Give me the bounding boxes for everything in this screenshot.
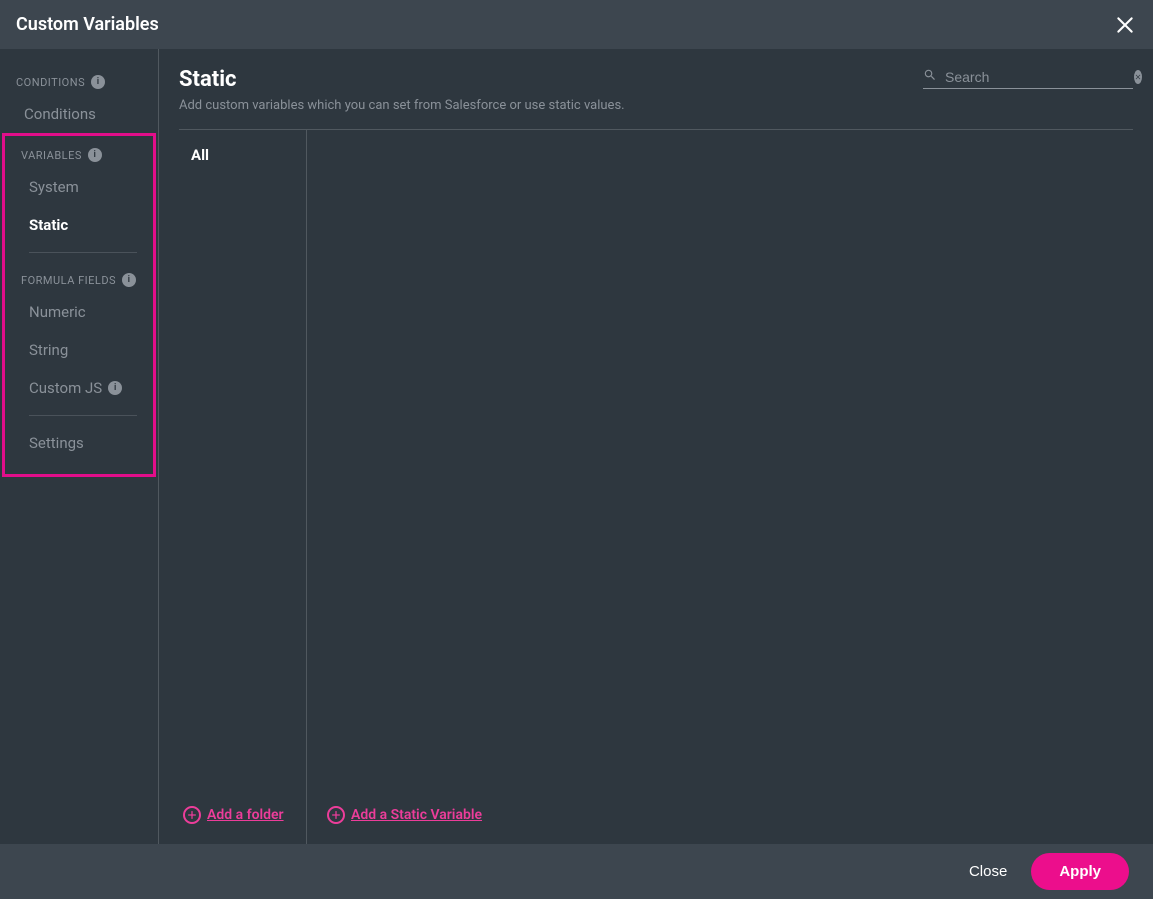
sidebar-item-label: System (29, 178, 79, 196)
sidebar: CONDITIONS i Conditions VARIABLES i Syst… (0, 49, 159, 844)
search-icon (923, 67, 937, 86)
sidebar-item-string[interactable]: String (5, 331, 153, 369)
main-header-text: Static Add custom variables which you ca… (179, 67, 625, 113)
add-static-variable-label: Add a Static Variable (351, 807, 482, 823)
close-icon[interactable] (1113, 13, 1137, 37)
sidebar-item-label: Numeric (29, 303, 86, 321)
sidebar-group-conditions-label: CONDITIONS (16, 76, 85, 89)
sidebar-item-settings[interactable]: Settings (5, 424, 153, 462)
info-icon[interactable]: i (88, 148, 102, 162)
apply-button[interactable]: Apply (1031, 853, 1129, 890)
modal-title: Custom Variables (16, 14, 159, 35)
sidebar-item-customjs[interactable]: Custom JS i (5, 369, 153, 407)
sidebar-item-label: Conditions (24, 105, 96, 123)
modal-body: CONDITIONS i Conditions VARIABLES i Syst… (0, 49, 1153, 844)
sidebar-item-static[interactable]: Static (5, 206, 153, 244)
modal-header: Custom Variables (0, 0, 1153, 49)
sidebar-divider (29, 252, 137, 253)
content-area: All Add a folder (179, 130, 1133, 844)
sidebar-group-conditions: CONDITIONS i (0, 63, 158, 95)
main-header: Static Add custom variables which you ca… (179, 67, 1133, 130)
sidebar-group-formula: FORMULA FIELDS i (5, 261, 153, 293)
sidebar-item-system[interactable]: System (5, 168, 153, 206)
folder-item-all[interactable]: All (179, 130, 306, 180)
plus-circle-icon (183, 806, 201, 824)
add-folder-link[interactable]: Add a folder (179, 792, 306, 844)
add-static-variable-link[interactable]: Add a Static Variable (323, 792, 1133, 844)
sidebar-highlight-box: VARIABLES i System Static FORMULA FIELDS… (2, 133, 156, 477)
info-icon[interactable]: i (91, 75, 105, 89)
sidebar-item-label: Static (29, 216, 68, 234)
spacer (323, 130, 1133, 792)
folders-column: All Add a folder (179, 130, 307, 844)
plus-circle-icon (327, 806, 345, 824)
sidebar-divider (29, 415, 137, 416)
clear-search-icon[interactable] (1134, 70, 1142, 84)
main-panel: Static Add custom variables which you ca… (159, 49, 1153, 844)
sidebar-item-conditions[interactable]: Conditions (0, 95, 158, 133)
sidebar-group-variables-label: VARIABLES (21, 149, 82, 162)
modal-footer: Close Apply (0, 844, 1153, 899)
custom-variables-modal: Custom Variables CONDITIONS i Conditions… (0, 0, 1153, 899)
page-title: Static (179, 67, 625, 92)
page-subtitle: Add custom variables which you can set f… (179, 98, 625, 113)
spacer (179, 180, 306, 792)
sidebar-item-label: Settings (29, 434, 84, 452)
sidebar-item-label: String (29, 341, 68, 359)
info-icon[interactable]: i (108, 381, 122, 395)
close-button[interactable]: Close (969, 863, 1007, 880)
variables-column: Add a Static Variable (307, 130, 1133, 844)
sidebar-item-label: Custom JS (29, 379, 102, 397)
search-field[interactable] (923, 67, 1133, 89)
sidebar-group-variables: VARIABLES i (5, 136, 153, 168)
search-input[interactable] (945, 69, 1126, 85)
add-folder-label: Add a folder (207, 807, 284, 823)
info-icon[interactable]: i (122, 273, 136, 287)
sidebar-item-numeric[interactable]: Numeric (5, 293, 153, 331)
sidebar-group-formula-label: FORMULA FIELDS (21, 274, 116, 287)
